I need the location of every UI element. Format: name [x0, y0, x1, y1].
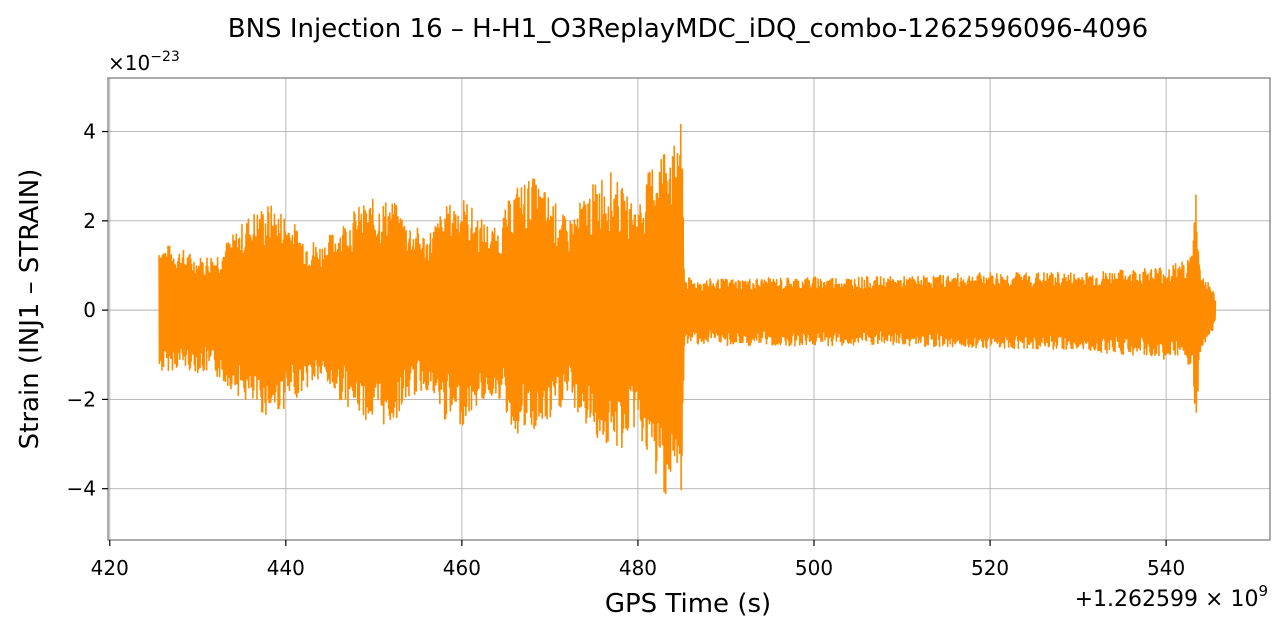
y-tick-label: 0: [83, 298, 96, 322]
x-tick-label: 440: [267, 556, 305, 580]
x-tick-label: 520: [971, 556, 1009, 580]
y-tick-label: −4: [67, 477, 96, 501]
y-scale-label: ×10−23: [108, 49, 180, 75]
y-tick-label: 4: [83, 120, 96, 144]
y-tick-label: 2: [83, 209, 96, 233]
y-axis-label: Strain (INJ1 – STRAIN): [15, 169, 45, 450]
x-tick-label: 500: [795, 556, 833, 580]
y-axis: −4 −2 0 2 4: [67, 120, 108, 501]
x-offset-label: +1.262599 × 109: [1075, 582, 1268, 612]
y-tick-label: −2: [67, 387, 96, 411]
x-tick-label: 460: [443, 556, 481, 580]
x-tick-label: 480: [619, 556, 657, 580]
x-tick-label: 420: [91, 556, 129, 580]
plot-frame: [107, 77, 1271, 541]
chart-title: BNS Injection 16 – H-H1_O3ReplayMDC_iDQ_…: [228, 14, 1148, 44]
plot-area: [158, 123, 1217, 495]
x-axis-label: GPS Time (s): [605, 589, 771, 619]
x-axis: 420 440 460 480 500 520 540: [91, 540, 1185, 580]
strain-series-line: [158, 123, 1217, 495]
x-tick-label: 540: [1147, 556, 1185, 580]
